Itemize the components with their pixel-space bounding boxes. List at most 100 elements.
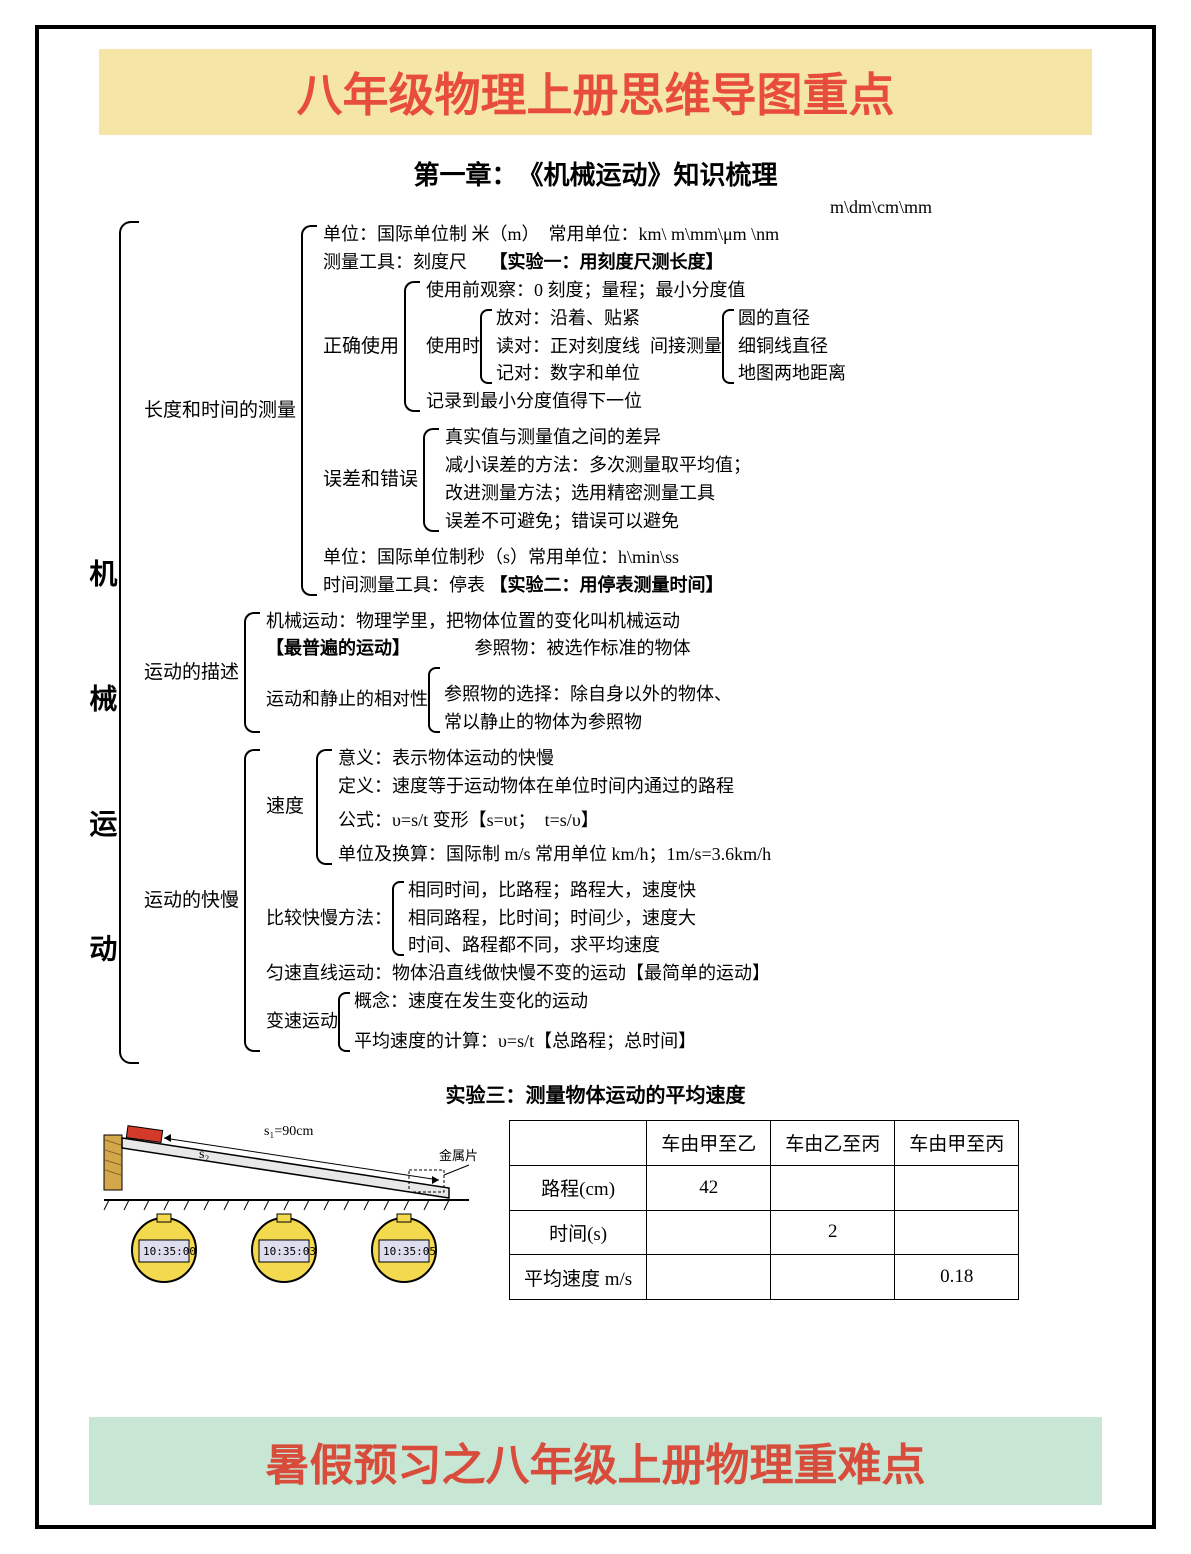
cmp3: 时间、路程都不同，求平均速度 [408, 932, 696, 960]
page-frame: 八年级物理上册思维导图重点 第一章： 《机械运动》知识梳理 m\dm\cm\mm… [35, 25, 1156, 1529]
ramp-diagram: 金属片 s₁= [99, 1120, 479, 1300]
cell: 路程(cm) [510, 1165, 647, 1210]
stopwatch-1: 10:35:00 [132, 1214, 196, 1282]
cell [647, 1210, 771, 1255]
title-banner: 八年级物理上册思维导图重点 [99, 49, 1092, 135]
cell [895, 1210, 1019, 1255]
th-blank [510, 1121, 647, 1166]
err4: 误差不可避免；错误可以避免 [445, 508, 751, 536]
error-label: 误差和错误 [323, 465, 423, 494]
during-group: 使用时 放对：沿着、贴紧 读对：正对刻度线 记对：数字和单位 间接测量 圆的直径 [426, 305, 846, 389]
brace-root [119, 221, 139, 1064]
brace-speed [316, 749, 332, 865]
s1-label: s₁=90cm [264, 1124, 313, 1139]
brace-s3 [244, 749, 260, 1052]
during2: 读对：正对刻度线 [496, 333, 640, 361]
before-line: 使用前观察：0 刻度；量程；最小分度值 [426, 277, 846, 305]
compare-group: 比较快慢方法： 相同时间，比路程；路程大，速度快 相同路程，比时间；时间少，速度… [266, 877, 696, 961]
level1: 长度和时间的测量 单位：国际单位制 米（m） 常用单位：km\ m\mm\μm … [119, 221, 846, 1064]
correct-use-label: 正确使用 [323, 332, 404, 361]
cell [647, 1255, 771, 1300]
root-char: 机 [85, 559, 116, 632]
cell: 平均速度 m/s [510, 1255, 647, 1300]
s2-note: 【最普遍的运动】 [266, 638, 410, 658]
stopwatch-2: 10:35:03 [252, 1214, 316, 1282]
relativity-group: 运动和静止的相对性 参照物的选择：除自身以外的物体、 常以静止的物体为参照物 [266, 663, 732, 737]
err2: 减小误差的方法：多次测量取平均值； [445, 452, 751, 480]
record-line: 记录到最小分度值得下一位 [426, 388, 846, 416]
cell [771, 1255, 895, 1300]
metal-text: 金属片 [439, 1148, 478, 1163]
sp1: 意义：表示物体运动的快慢 [338, 745, 771, 773]
indirect3: 地图两地距离 [738, 360, 846, 388]
cell: 42 [647, 1165, 771, 1210]
var-label: 变速运动 [266, 1008, 338, 1036]
section1-label: 长度和时间的测量 [144, 396, 301, 425]
root-char: 械 [85, 684, 116, 757]
ramp-svg: 金属片 s₁= [99, 1120, 479, 1300]
sp3: 公式：υ=s/t 变形【s=υt； t=s/υ】 [338, 807, 771, 835]
cmp2: 相同路程，比时间；时间少，速度大 [408, 905, 696, 933]
data-table: 车由甲至乙 车由乙至丙 车由甲至丙 路程(cm) 42 时间(s) 2 [509, 1120, 1019, 1300]
cell: 0.18 [895, 1255, 1019, 1300]
ref2: 参照物的选择：除自身以外的物体、 [444, 681, 732, 709]
compare-label: 比较快慢方法： [266, 905, 392, 933]
s2-note-row: 【最普遍的运动】 参照物：被选作标准的物体 [266, 635, 732, 663]
units-row: m\dm\cm\mm [79, 197, 1112, 218]
indirect-label: 间接测量 [650, 333, 722, 361]
err3: 改进测量方法；选用精密测量工具 [445, 480, 751, 508]
err1: 真实值与测量值之间的差异 [445, 424, 751, 452]
brace-s1 [301, 225, 317, 596]
root-label: 机 械 运 动 [79, 221, 119, 1064]
cell [771, 1165, 895, 1210]
ref3: 常以静止的物体为参照物 [444, 709, 732, 737]
th-1: 车由甲至乙 [647, 1121, 771, 1166]
th-3: 车由甲至丙 [895, 1121, 1019, 1166]
cell [895, 1165, 1019, 1210]
time-unit: 单位：国际单位制秒（s）常用单位：h\min\ss [323, 544, 846, 572]
brace-error [423, 428, 439, 532]
svg-text:10:35:00: 10:35:00 [143, 1245, 196, 1258]
time-tool-text: 时间测量工具：停表 [323, 575, 485, 595]
var2: 平均速度的计算：υ=s/t【总路程；总时间】 [354, 1028, 696, 1056]
root-char: 动 [85, 934, 116, 1007]
speed-group: 速度 意义：表示物体运动的快慢 定义：速度等于运动物体在单位时间内通过的路程 公… [266, 745, 771, 869]
correct-use-group: 正确使用 使用前观察：0 刻度；量程；最小分度值 使用时 放对：沿着、贴紧 读对… [323, 277, 846, 416]
mindmap: 机 械 运 动 长度和时间的测量 单位：国际单位制 米（m） 常用单位：km\ … [79, 221, 1112, 1064]
table-header-row: 车由甲至乙 车由乙至丙 车由甲至丙 [510, 1121, 1019, 1166]
uniform-line: 匀速直线运动：物体沿直线做快慢不变的运动【最简单的运动】 [266, 960, 771, 988]
table-row: 时间(s) 2 [510, 1210, 1019, 1255]
table-row: 路程(cm) 42 [510, 1165, 1019, 1210]
section-description: 运动的描述 机械运动：物理学里，把物体位置的变化叫机械运动 【最普遍的运动】 参… [144, 608, 846, 738]
root-char: 运 [85, 809, 116, 882]
section-length-time: 长度和时间的测量 单位：国际单位制 米（m） 常用单位：km\ m\mm\μm … [144, 221, 846, 600]
cell: 2 [771, 1210, 895, 1255]
cmp1: 相同时间，比路程；路程大，速度快 [408, 877, 696, 905]
stopwatch-3: 10:35:05 [372, 1214, 436, 1282]
section3-label: 运动的快慢 [144, 886, 244, 915]
section2-label: 运动的描述 [144, 658, 244, 687]
tool-text: 测量工具：刻度尺 [323, 252, 485, 272]
bottom-section: 金属片 s₁= [79, 1120, 1112, 1300]
svg-text:10:35:05: 10:35:05 [383, 1245, 436, 1258]
exp2-label: 【实验二：用停表测量时间】 [490, 575, 724, 595]
speed-label: 速度 [266, 792, 316, 821]
brace-correct [404, 281, 420, 412]
during-label: 使用时 [426, 333, 480, 361]
exp3-title: 实验三：测量物体运动的平均速度 [79, 1079, 1112, 1108]
ref1: 参照物：被选作标准的物体 [475, 638, 691, 658]
s2-line1: 机械运动：物理学里，把物体位置的变化叫机械运动 [266, 608, 732, 636]
chapter-title: 第一章： 《机械运动》知识梳理 [79, 155, 1112, 192]
var1: 概念：速度在发生变化的运动 [354, 988, 696, 1016]
footer-banner: 暑假预习之八年级上册物理重难点 [89, 1417, 1102, 1505]
th-2: 车由乙至丙 [771, 1121, 895, 1166]
during1: 放对：沿着、贴紧 [496, 305, 640, 333]
page-content: 八年级物理上册思维导图重点 第一章： 《机械运动》知识梳理 m\dm\cm\mm… [39, 29, 1152, 1320]
sp2: 定义：速度等于运动物体在单位时间内通过的路程 [338, 773, 771, 801]
time-tool: 时间测量工具：停表 【实验二：用停表测量时间】 [323, 572, 846, 600]
cell: 时间(s) [510, 1210, 647, 1255]
svg-text:10:35:03: 10:35:03 [263, 1245, 316, 1258]
exp1-label: 【实验一：用刻度尺测长度】 [490, 252, 724, 272]
s2-label: s₂ [199, 1147, 209, 1162]
error-group: 误差和错误 真实值与测量值之间的差异 减小误差的方法：多次测量取平均值； 改进测… [323, 424, 846, 536]
